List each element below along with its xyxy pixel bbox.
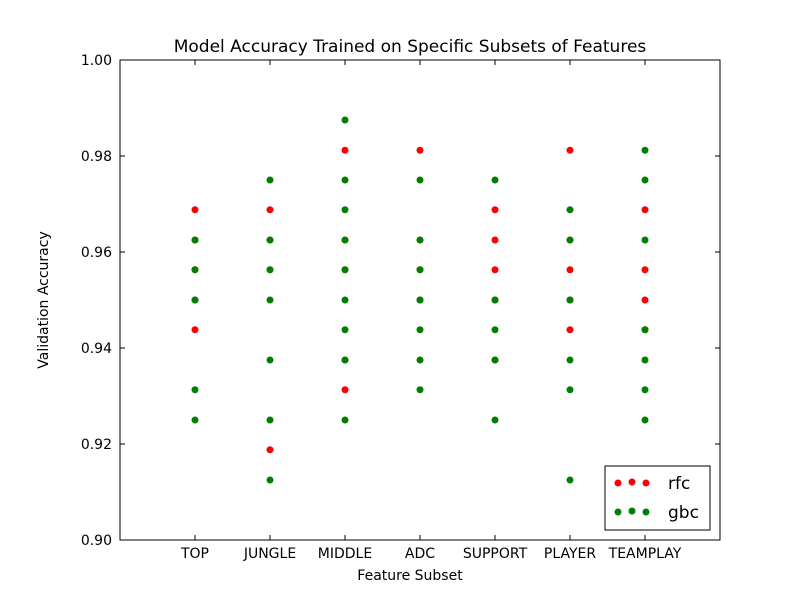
gbc-point (341, 116, 349, 124)
x-axis: TOP JUNGLE MIDDLE ADC SUPPORT PLAYER TEAMPLAY (180, 60, 682, 562)
legend-label-rfc: rfc (668, 474, 690, 494)
gbc-point (641, 176, 649, 184)
gbc-point (566, 356, 574, 364)
gbc-point (416, 176, 424, 184)
gbc-point (191, 296, 199, 304)
rfc-point (641, 296, 649, 304)
x-tick-label: SUPPORT (463, 546, 528, 562)
y-tick-label: 0.98 (81, 149, 112, 165)
gbc-point (266, 416, 274, 424)
x-tick-label: PLAYER (544, 546, 596, 562)
gbc-point (491, 416, 499, 424)
rfc-legend-marker (628, 478, 636, 486)
legend: rfc gbc (604, 465, 711, 531)
gbc-point (341, 356, 349, 364)
rfc-point (566, 326, 574, 334)
gbc-point (266, 236, 274, 244)
gbc-point (566, 236, 574, 244)
gbc-point (566, 206, 574, 214)
gbc-legend-marker (642, 508, 650, 516)
rfc-legend-marker (642, 479, 650, 487)
gbc-point (266, 356, 274, 364)
gbc-point (341, 416, 349, 424)
legend-label-gbc: gbc (668, 503, 699, 523)
gbc-point (641, 326, 649, 334)
x-tick-label: ADC (405, 546, 435, 562)
gbc-point (641, 146, 649, 154)
gbc-point (191, 416, 199, 424)
rfc-legend-marker (614, 479, 622, 487)
x-tick-label: TEAMPLAY (608, 546, 682, 562)
gbc-legend-marker (628, 507, 636, 515)
rfc-point (491, 236, 499, 244)
gbc-point (341, 266, 349, 274)
gbc-point (641, 386, 649, 394)
gbc-point (341, 296, 349, 304)
gbc-point (266, 296, 274, 304)
gbc-point (416, 326, 424, 334)
gbc-point (566, 386, 574, 394)
rfc-point (566, 146, 574, 154)
rfc-point (491, 206, 499, 214)
y-axis-label: Validation Accuracy (36, 231, 52, 369)
rfc-point (566, 266, 574, 274)
gbc-point (491, 326, 499, 334)
gbc-point (416, 236, 424, 244)
gbc-point (416, 356, 424, 364)
y-tick-label: 0.94 (81, 341, 112, 357)
gbc-point (191, 386, 199, 394)
rfc-point (266, 446, 274, 454)
rfc-point (416, 146, 424, 154)
gbc-point (416, 266, 424, 274)
gbc-point (641, 416, 649, 424)
x-tick-label: TOP (180, 546, 209, 562)
gbc-point (341, 236, 349, 244)
plot-frame (119, 59, 721, 541)
y-tick-label: 0.96 (81, 245, 112, 261)
gbc-point (491, 356, 499, 364)
gbc-point (266, 266, 274, 274)
rfc-point (341, 146, 349, 154)
rfc-point (191, 326, 199, 334)
x-tick-label: MIDDLE (318, 546, 372, 562)
gbc-point (566, 296, 574, 304)
data-points (191, 116, 649, 484)
gbc-point (491, 296, 499, 304)
rfc-point (341, 386, 349, 394)
gbc-point (191, 236, 199, 244)
gbc-point (266, 176, 274, 184)
gbc-point (191, 266, 199, 274)
gbc-legend-marker (614, 508, 622, 516)
x-axis-label: Feature Subset (357, 568, 463, 584)
gbc-point (641, 236, 649, 244)
rfc-point (491, 266, 499, 274)
y-tick-label: 0.92 (81, 437, 112, 453)
rfc-point (266, 206, 274, 214)
y-tick-label: 0.90 (81, 533, 112, 549)
gbc-point (341, 206, 349, 214)
rfc-point (191, 206, 199, 214)
gbc-point (341, 176, 349, 184)
gbc-point (416, 386, 424, 394)
y-tick-label: 1.00 (81, 53, 112, 69)
gbc-point (491, 176, 499, 184)
gbc-point (266, 476, 274, 484)
gbc-point (566, 476, 574, 484)
rfc-point (641, 206, 649, 214)
rfc-point (641, 266, 649, 274)
gbc-point (341, 326, 349, 334)
chart-title: Model Accuracy Trained on Specific Subse… (174, 37, 647, 57)
legend-frame (604, 465, 711, 531)
x-tick-label: JUNGLE (243, 546, 296, 562)
gbc-point (416, 296, 424, 304)
gbc-point (641, 356, 649, 364)
